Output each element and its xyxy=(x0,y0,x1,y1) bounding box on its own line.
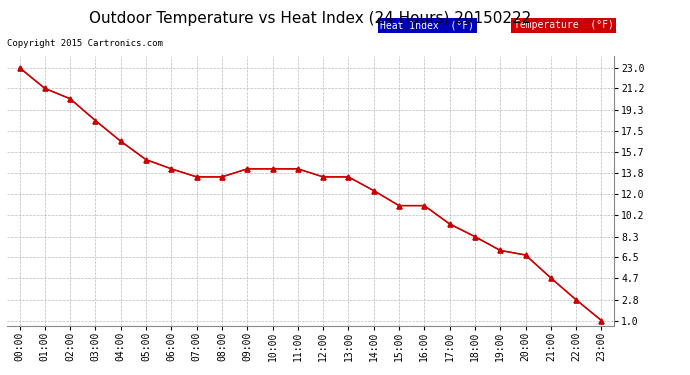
Text: Heat Index  (°F): Heat Index (°F) xyxy=(380,20,474,30)
Text: Copyright 2015 Cartronics.com: Copyright 2015 Cartronics.com xyxy=(7,39,163,48)
Text: Outdoor Temperature vs Heat Index (24 Hours) 20150222: Outdoor Temperature vs Heat Index (24 Ho… xyxy=(90,11,531,26)
Text: Temperature  (°F): Temperature (°F) xyxy=(514,20,614,30)
